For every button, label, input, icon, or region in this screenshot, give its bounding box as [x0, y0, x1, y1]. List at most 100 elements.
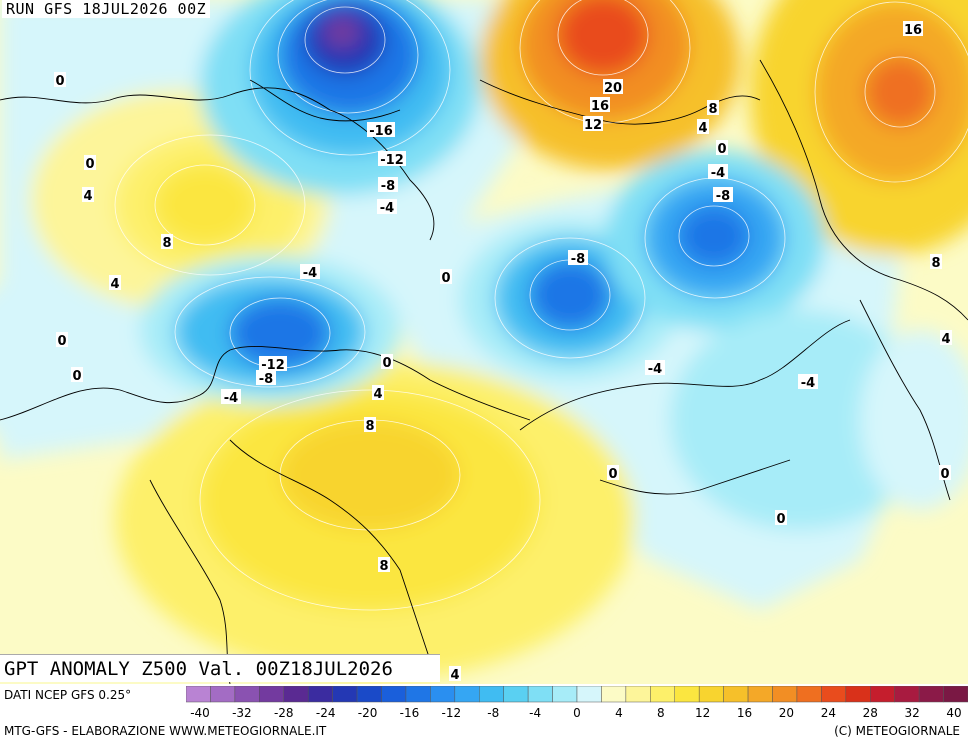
contour-label: 0 — [54, 72, 66, 89]
contour-label: 4 — [940, 330, 952, 347]
contour-label-text: 4 — [698, 121, 707, 136]
color-swatch — [332, 686, 358, 703]
color-swatch — [650, 686, 675, 703]
contour-label: -12 — [259, 356, 287, 373]
contour-labels: 0048400-4-12-8-404884-16-12-8-4020161284… — [54, 21, 952, 683]
contour-label: -8 — [378, 177, 398, 194]
color-scale-tick-label: 0 — [573, 706, 581, 720]
contour-label: -12 — [378, 151, 406, 168]
color-scale-tick-label: -4 — [529, 706, 541, 720]
contour-label-text: 12 — [584, 118, 602, 133]
color-swatch — [503, 686, 529, 703]
contour-label-text: 0 — [55, 74, 64, 89]
contour-label-text: 8 — [365, 419, 374, 434]
contour-label-text: -8 — [571, 252, 585, 267]
color-swatch — [747, 686, 773, 703]
contour-label: -4 — [708, 164, 728, 181]
contour-label: 0 — [381, 354, 393, 371]
color-scale-swatches — [186, 686, 968, 703]
contour-label: -4 — [798, 374, 818, 391]
contour-label: 12 — [583, 116, 603, 133]
color-swatch — [943, 686, 968, 703]
color-scale-tick-label: 32 — [904, 706, 919, 720]
color-scale-tick-label: 4 — [615, 706, 623, 720]
color-swatch — [527, 686, 553, 703]
contour-label-text: -4 — [380, 201, 394, 216]
contour-label-text: 8 — [379, 559, 388, 574]
contour-label-text: -12 — [261, 358, 285, 373]
contour-label: 0 — [716, 140, 728, 157]
contour-label: 0 — [71, 367, 83, 384]
contour-label: 0 — [607, 465, 619, 482]
color-swatch — [796, 686, 822, 703]
color-swatch — [259, 686, 284, 703]
contour-label-text: 16 — [591, 99, 609, 114]
contour-label-text: 0 — [57, 334, 66, 349]
contour-label-text: 20 — [604, 81, 622, 96]
color-scale-tick-label: 12 — [695, 706, 710, 720]
color-swatch — [454, 686, 480, 703]
contour-label: -8 — [568, 250, 588, 267]
color-scale-tick-label: -20 — [358, 706, 378, 720]
contour-label-text: -16 — [369, 124, 393, 139]
contour-label: 4 — [82, 187, 94, 204]
color-swatch — [772, 686, 798, 703]
credit-right: (C) METEOGIORNALE — [834, 724, 960, 738]
contour-label-text: 8 — [162, 236, 171, 251]
color-scale-tick-label: -12 — [442, 706, 462, 720]
color-swatch — [210, 686, 236, 703]
color-swatch — [356, 686, 382, 703]
contour-label-text: 0 — [717, 142, 726, 157]
contour-label-text: 0 — [940, 467, 949, 482]
contour-label-text: 8 — [708, 102, 717, 117]
color-scale-tick-label: -24 — [316, 706, 336, 720]
contour-label-text: 0 — [776, 512, 785, 527]
contour-label: 16 — [590, 97, 610, 114]
color-scale-tick-label: -16 — [400, 706, 420, 720]
contour-label: -4 — [377, 199, 397, 216]
contour-label-text: -4 — [648, 362, 662, 377]
contour-label: -8 — [713, 187, 733, 204]
contour-label: 0 — [56, 332, 68, 349]
contour-label: 4 — [109, 275, 121, 292]
contour-label: 8 — [364, 417, 376, 434]
contour-label: 4 — [372, 385, 384, 402]
data-source: DATI NCEP GFS 0.25° — [4, 688, 132, 702]
color-scale: -40 -32 -28 -24 -20 -16 -12 -8 -4 0 4 8 12 16 20 24 28 32… — [186, 686, 968, 720]
contour-label: 4 — [449, 666, 461, 683]
contour-label: 0 — [440, 269, 452, 286]
color-swatch — [870, 686, 895, 703]
contour-label-text: -8 — [259, 372, 273, 387]
color-swatch — [698, 686, 724, 703]
contour-label-text: -4 — [224, 391, 238, 406]
color-scale-tick-label: -40 — [190, 706, 210, 720]
contour-label-text: 4 — [941, 332, 950, 347]
contour-label-text: 4 — [450, 668, 459, 683]
color-swatch — [381, 686, 407, 703]
contour-lines — [114, 0, 968, 611]
color-scale-tick-label: 8 — [657, 706, 665, 720]
contour-label-text: -4 — [711, 166, 725, 181]
color-swatch — [405, 686, 431, 703]
color-swatch — [430, 686, 456, 703]
color-swatch — [283, 686, 309, 703]
map-canvas: 0048400-4-12-8-404884-16-12-8-4020161284… — [0, 0, 968, 684]
color-swatch — [625, 686, 651, 703]
color-swatch — [918, 686, 944, 703]
color-scale-tick-label: 20 — [779, 706, 794, 720]
color-scale-tick-label: -28 — [274, 706, 294, 720]
contour-label-text: 4 — [110, 277, 119, 292]
contour-label-text: 8 — [931, 256, 940, 271]
color-swatch — [601, 686, 627, 703]
color-swatch — [674, 686, 700, 703]
contour-label: 8 — [378, 557, 390, 574]
color-swatch — [576, 686, 602, 703]
color-scale-ticks: -40 -32 -28 -24 -20 -16 -12 -8 -4 0 4 8 12 16 20 24 28 32… — [190, 706, 961, 720]
color-swatch — [552, 686, 578, 703]
contour-label: -4 — [300, 264, 320, 281]
color-scale-tick-label: -32 — [232, 706, 252, 720]
contour-label: -16 — [367, 122, 395, 139]
map-title: GPT ANOMALY Z500 Val. 00Z18JUL2026 — [0, 654, 440, 682]
contour-label-text: -8 — [381, 179, 395, 194]
contour-label: -4 — [221, 389, 241, 406]
